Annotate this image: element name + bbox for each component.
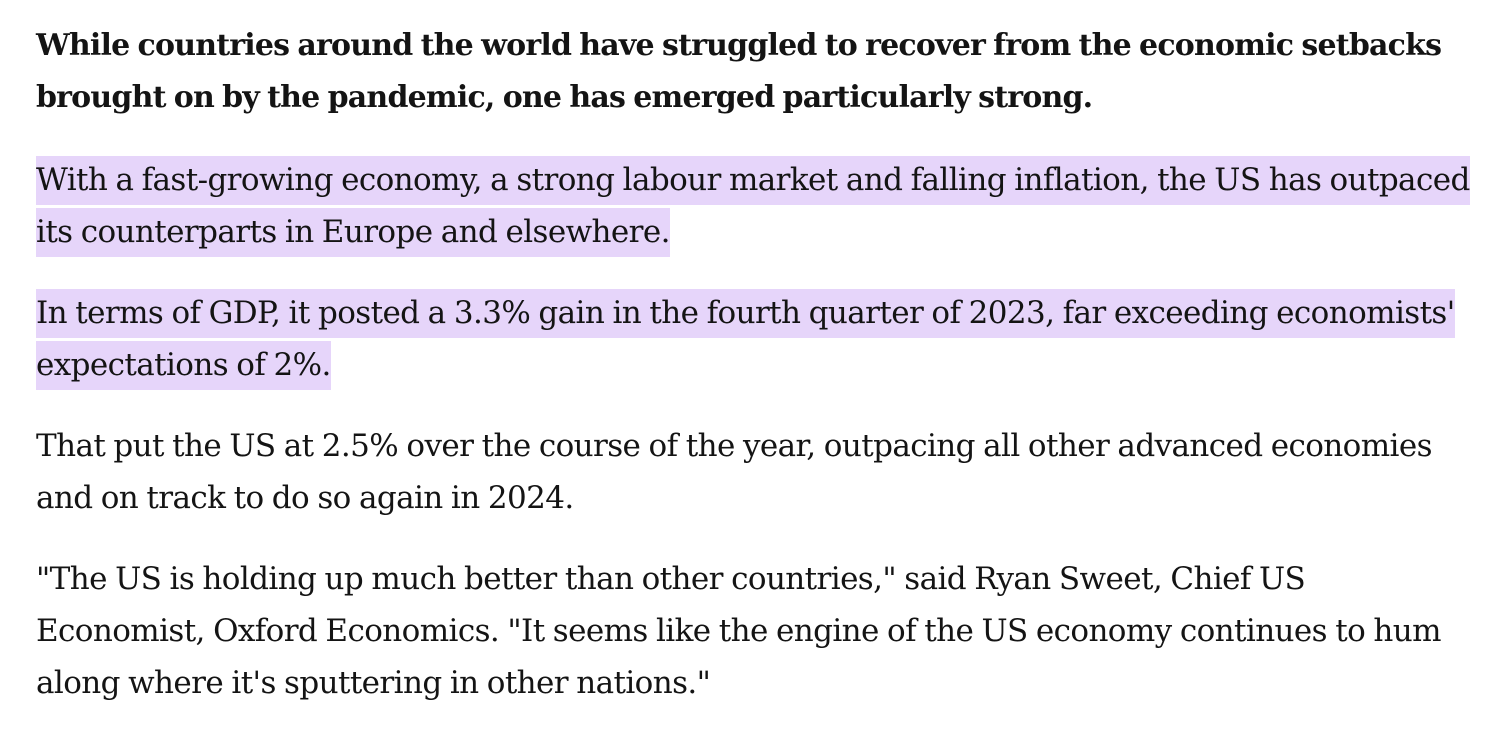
- paragraph-text: That put the US at 2.5% over the course …: [36, 428, 1433, 516]
- highlighted-paragraph: In terms of GDP, it posted a 3.3% gain i…: [36, 287, 1476, 391]
- lead-text: While countries around the world have st…: [36, 28, 1442, 115]
- highlighted-text[interactable]: In terms of GDP, it posted a 3.3% gain i…: [36, 289, 1455, 390]
- article-body: While countries around the world have st…: [36, 20, 1476, 738]
- quote-paragraph: "The US is holding up much better than o…: [36, 553, 1476, 709]
- body-paragraph: That put the US at 2.5% over the course …: [36, 420, 1476, 524]
- paragraph-text: "The US is holding up much better than o…: [36, 561, 1442, 701]
- article-lead-paragraph: While countries around the world have st…: [36, 20, 1476, 124]
- highlighted-text[interactable]: With a fast-growing economy, a strong la…: [36, 156, 1470, 257]
- highlighted-paragraph: With a fast-growing economy, a strong la…: [36, 154, 1476, 258]
